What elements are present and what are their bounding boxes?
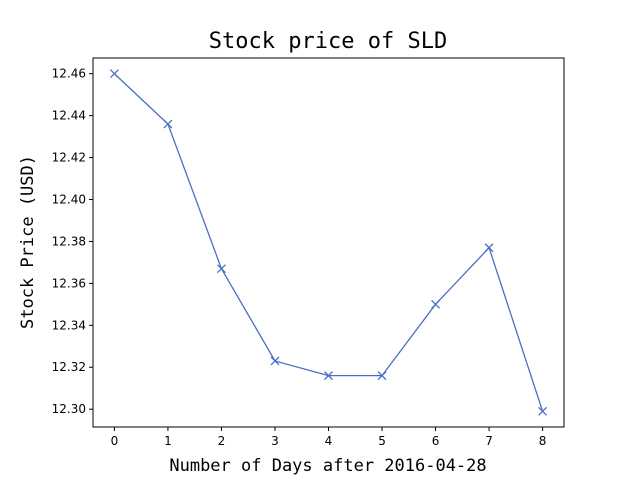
y-tick-label: 12.36	[52, 276, 86, 290]
x-axis-label: Number of Days after 2016-04-28	[169, 456, 486, 476]
x-tick-label: 6	[432, 434, 440, 448]
data-point-marker	[216, 264, 226, 274]
y-tick-label: 12.42	[52, 151, 86, 165]
x-tick-label: 0	[111, 434, 119, 448]
x-tick-label: 8	[539, 434, 547, 448]
y-axis-label: Stock Price (USD)	[18, 155, 38, 329]
x-tick-label: 7	[485, 434, 493, 448]
x-tick-label: 4	[325, 434, 333, 448]
y-tick-label: 12.30	[52, 402, 86, 416]
data-point-marker	[270, 356, 280, 366]
x-tick-label: 1	[164, 434, 172, 448]
axis-ticks: 0 1 2 3 4 5 6 7 8 12.30 12.32 12.34 12.36 12.38 12.40 1…	[52, 67, 547, 448]
data-point-marker	[431, 299, 441, 309]
y-tick-label: 12.38	[52, 234, 86, 248]
y-tick-label: 12.32	[52, 360, 86, 374]
data-point-marker	[538, 406, 548, 416]
x-tick-label: 3	[271, 434, 279, 448]
data-point-marker	[163, 119, 173, 129]
data-point-marker	[377, 371, 387, 381]
chart-title: Stock price of SLD	[209, 29, 447, 54]
y-tick-label: 12.34	[52, 318, 86, 332]
plot-frame	[92, 57, 565, 428]
series-layer	[109, 69, 548, 416]
series-line	[113, 73, 544, 412]
data-point-marker	[109, 69, 119, 79]
y-tick-label: 12.44	[52, 109, 86, 123]
x-tick-label: 5	[378, 434, 386, 448]
data-point-marker	[324, 371, 333, 381]
y-tick-label: 12.40	[52, 193, 86, 207]
x-tick-label: 2	[218, 434, 226, 448]
data-point-marker	[484, 243, 494, 253]
y-tick-label: 12.46	[52, 67, 86, 81]
